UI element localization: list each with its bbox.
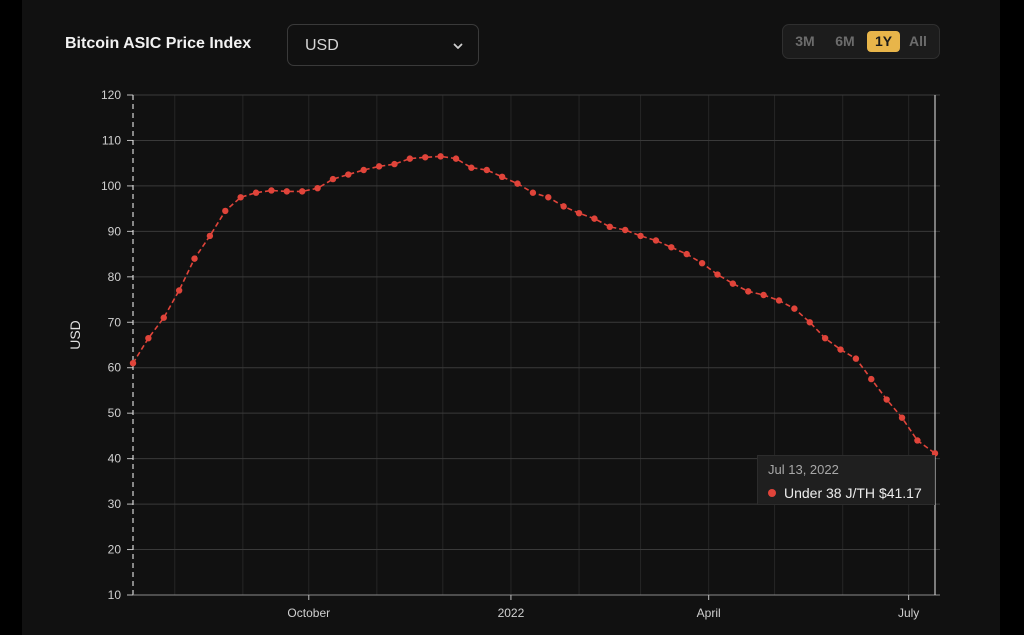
range-button-all[interactable]: All [909, 33, 927, 49]
data-point [237, 194, 244, 201]
y-tick-label: 40 [108, 452, 122, 466]
y-tick-label: 120 [101, 88, 121, 102]
data-point [652, 237, 660, 244]
time-range-selector: 3M 6M 1Y All [782, 24, 940, 59]
y-tick-label: 110 [102, 133, 121, 147]
y-tick-label: 100 [101, 179, 121, 193]
data-point [868, 375, 875, 383]
data-point [729, 280, 737, 287]
range-button-1y[interactable]: 1Y [867, 31, 900, 52]
tooltip-value: $41.17 [878, 485, 922, 501]
data-point [883, 396, 890, 403]
tooltip-series-name: Under 38 J/TH [784, 485, 876, 501]
data-point [637, 232, 644, 240]
data-point [483, 166, 490, 174]
data-point [360, 166, 367, 174]
data-point [931, 450, 939, 457]
data-point [775, 297, 783, 304]
data-point [591, 215, 598, 222]
data-point [606, 223, 614, 231]
data-point [175, 287, 183, 294]
tooltip-date: Jul 13, 2022 [768, 462, 839, 477]
x-tick-label: 2022 [498, 606, 525, 620]
y-axis-title: USD [67, 320, 83, 350]
data-point [898, 414, 906, 421]
data-point [298, 188, 306, 195]
y-tick-label: 90 [108, 224, 122, 238]
data-point [852, 355, 860, 362]
data-point [668, 244, 675, 251]
y-tick-label: 70 [108, 315, 122, 329]
data-point [468, 164, 475, 171]
data-point [806, 319, 813, 326]
data-point [791, 305, 798, 312]
data-point [437, 153, 444, 160]
chart-tooltip: Jul 13, 2022 Under 38 J/TH $41.17 [757, 455, 935, 505]
data-point [268, 187, 275, 194]
data-point [560, 203, 567, 210]
data-point [498, 173, 506, 181]
data-point [160, 314, 167, 321]
data-point [129, 359, 137, 367]
data-point [745, 288, 752, 295]
data-point [375, 163, 383, 170]
x-tick-label: October [287, 606, 330, 620]
data-point [621, 226, 629, 234]
currency-select[interactable]: USD [287, 24, 479, 66]
data-point [314, 184, 321, 192]
x-tick-label: April [697, 606, 721, 620]
data-point [545, 194, 552, 201]
chevron-down-icon [453, 43, 463, 49]
data-point [329, 175, 337, 183]
data-point [191, 255, 198, 262]
data-point [252, 189, 260, 196]
series-line [132, 155, 936, 454]
y-tick-label: 50 [108, 406, 122, 420]
y-tick-label: 30 [108, 497, 122, 511]
page-title: Bitcoin ASIC Price Index [65, 35, 252, 52]
data-point [422, 154, 429, 161]
data-point [145, 334, 152, 342]
data-point [452, 155, 460, 162]
data-point [837, 346, 844, 353]
range-button-6m[interactable]: 6M [835, 33, 855, 49]
data-point [345, 171, 352, 178]
y-tick-label: 20 [108, 543, 122, 557]
y-tick-label: 60 [108, 361, 122, 375]
y-tick-label: 80 [108, 270, 122, 284]
data-point [283, 188, 291, 195]
x-tick-label: July [898, 606, 919, 620]
y-tick-label: 10 [108, 588, 122, 602]
data-point [683, 250, 690, 258]
data-point [575, 209, 583, 217]
currency-select-value: USD [305, 37, 339, 54]
data-point [821, 334, 829, 342]
tooltip-series-value: Under 38 J/TH $41.17 [784, 485, 922, 501]
data-point [222, 207, 229, 215]
data-point [514, 180, 521, 187]
data-point [760, 291, 767, 299]
data-point [698, 259, 706, 267]
data-point [406, 155, 414, 162]
data-point [914, 437, 921, 444]
data-point [529, 189, 537, 196]
tooltip-series-dot [768, 489, 776, 497]
data-point [714, 271, 721, 278]
range-button-3m[interactable]: 3M [795, 33, 815, 49]
data-point [391, 160, 398, 168]
data-point [206, 232, 214, 240]
